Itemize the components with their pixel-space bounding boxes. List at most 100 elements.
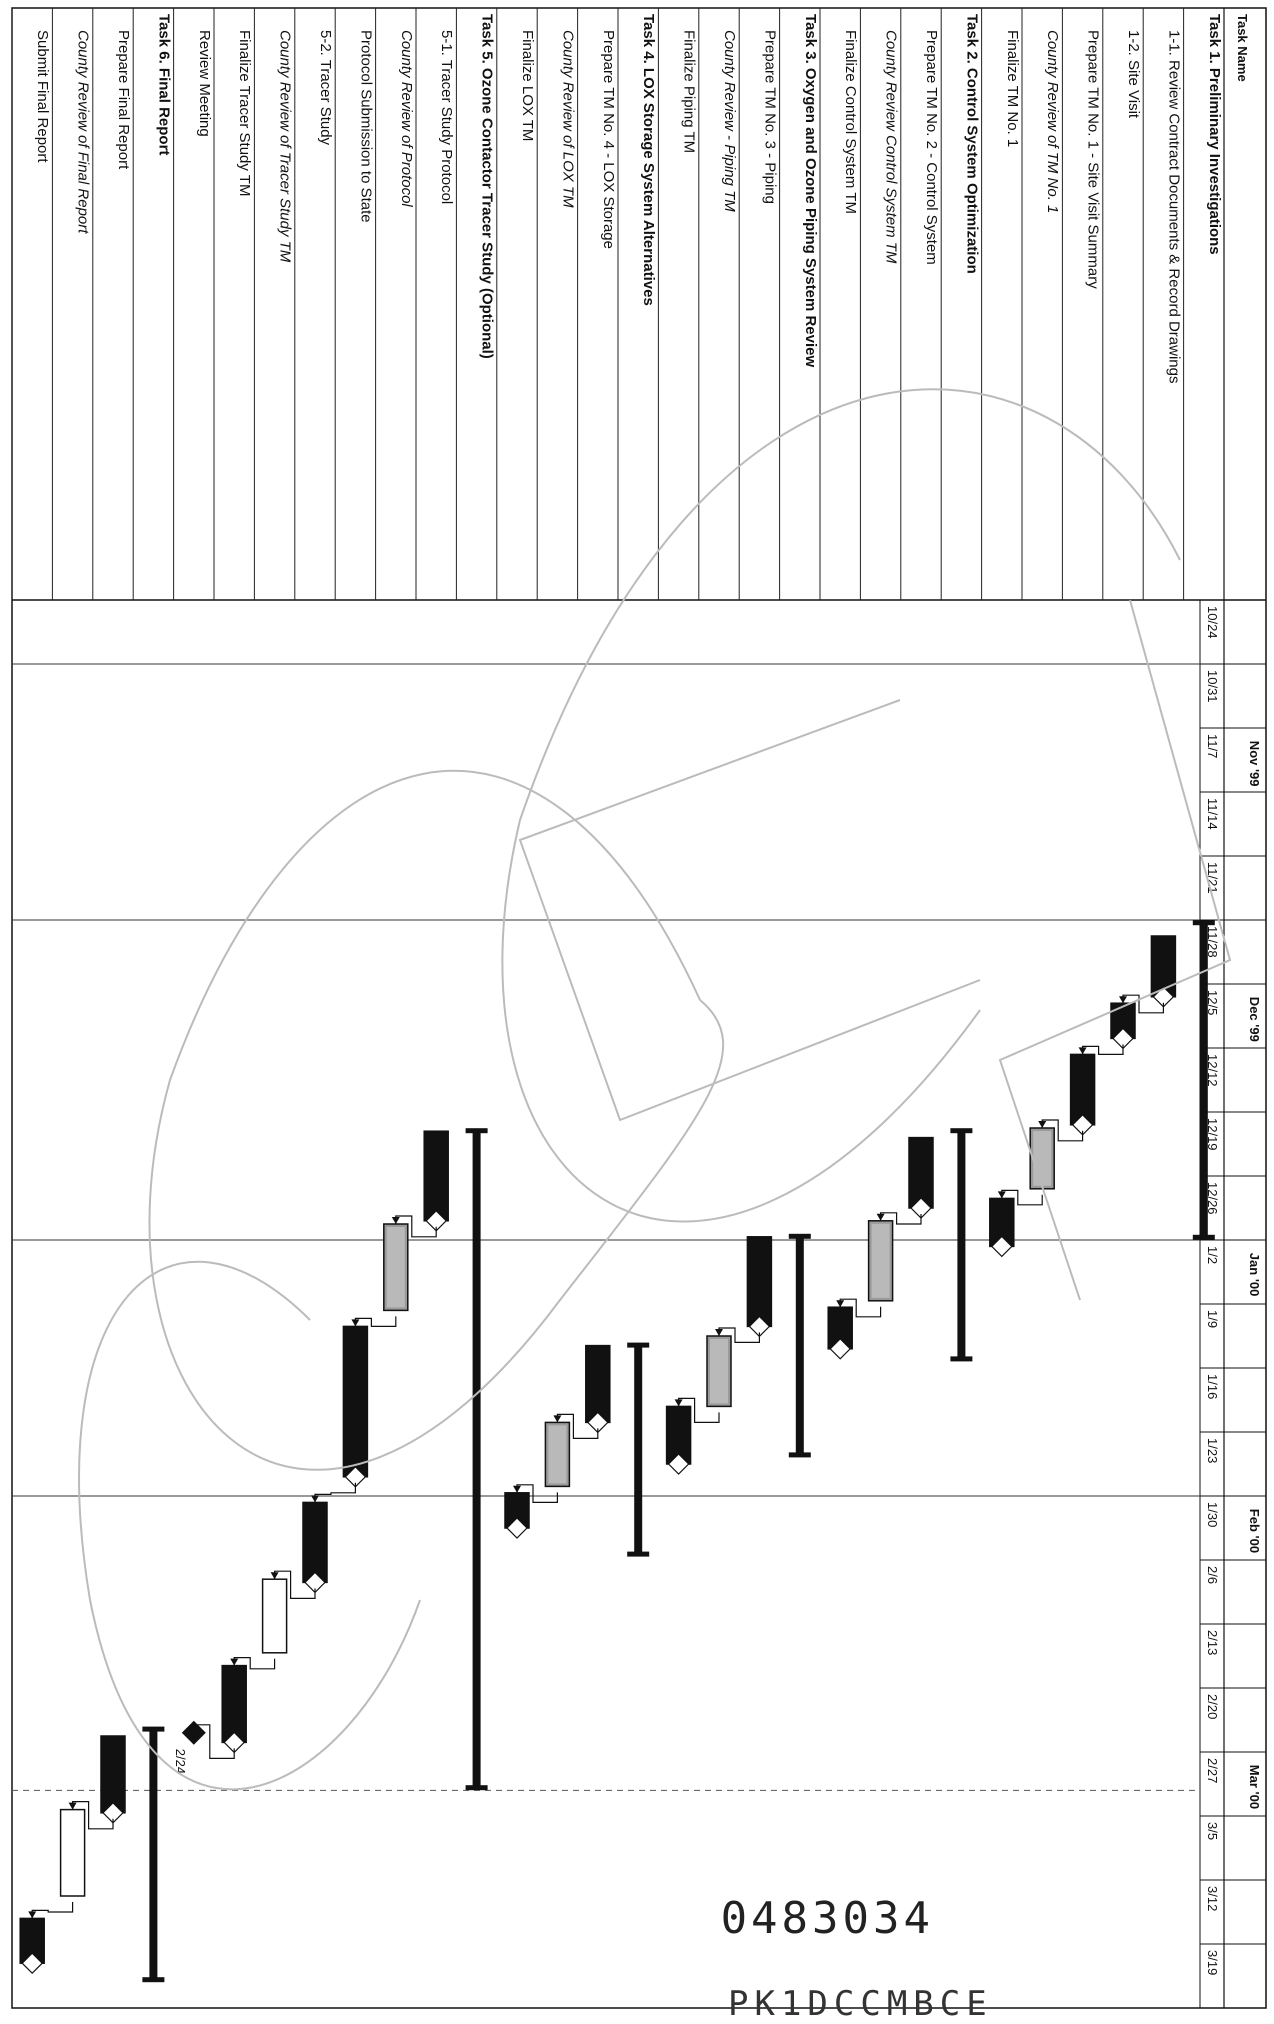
week-label: 2/13 <box>1205 1630 1220 1655</box>
summary-bar <box>957 1131 966 1359</box>
task-name: County Review - Piping TM <box>721 30 738 212</box>
week-label: 12/12 <box>1205 1054 1220 1087</box>
task-name: Prepare Final Report <box>115 30 132 170</box>
connector-arrow <box>311 1495 319 1503</box>
week-label: 1/16 <box>1205 1374 1220 1399</box>
summary-bar <box>1199 923 1208 1237</box>
task-name: County Review of Tracer Study TM <box>277 30 294 263</box>
summary-cap-end <box>788 1452 811 1458</box>
week-label: 3/12 <box>1205 1886 1220 1911</box>
task-name: Prepare TM No. 3 - Piping <box>761 30 778 204</box>
end-diamond <box>21 1952 44 1975</box>
connector-arrow <box>715 1329 723 1336</box>
summary-bar <box>149 1729 158 1980</box>
task-name: County Review of Protocol <box>398 30 415 207</box>
task-name: Submit Final Report <box>34 30 51 163</box>
week-label: 1/2 <box>1205 1246 1220 1264</box>
summary-cap-end <box>950 1356 973 1362</box>
dependency-connector <box>354 1316 397 1328</box>
copy-watermark-outline <box>998 599 1232 1301</box>
task-bar <box>746 1236 773 1328</box>
summary-bar <box>795 1236 804 1455</box>
summary-cap-end <box>1192 1234 1215 1240</box>
task-bar <box>302 1501 328 1584</box>
copy-watermark-outline <box>501 388 1181 1223</box>
connector-arrow <box>189 1725 198 1733</box>
connector-arrow <box>997 1191 1006 1199</box>
task-name: Task 5. Ozone Contactor Tracer Study (Op… <box>479 14 496 359</box>
summary-cap-start <box>1192 920 1215 926</box>
end-diamond <box>829 1337 852 1360</box>
connector-arrow <box>1078 1047 1087 1055</box>
task-bar <box>100 1735 126 1814</box>
month-label: Dec '99 <box>1247 997 1262 1042</box>
summary-cap-end <box>465 1785 488 1791</box>
connector-arrow <box>28 1911 37 1919</box>
task-name: 1-2. Site Visit <box>1125 30 1142 119</box>
dependency-connector <box>31 1902 74 1919</box>
task-name: Task 6. Final Report <box>155 14 172 155</box>
task-name: 1-1. Review Contract Documents & Record … <box>1165 30 1182 383</box>
task-name: Review Meeting <box>196 30 213 137</box>
week-label: 11/7 <box>1205 734 1220 758</box>
connector-arrow <box>230 1658 239 1666</box>
task-name: Finalize LOX TM <box>519 30 536 141</box>
task-name: County Review of LOX TM <box>559 30 576 208</box>
document-number-stamp: 0483034 <box>720 1893 934 1944</box>
connector-arrow <box>351 1319 360 1327</box>
week-label: 12/26 <box>1205 1182 1220 1215</box>
week-label: 11/28 <box>1205 926 1220 958</box>
page-code-stamp: PK1DCCMBCE <box>728 1984 993 2024</box>
week-label: 1/30 <box>1205 1502 1220 1527</box>
review-bar-texture <box>386 1227 405 1308</box>
task-name: County Review Control System TM <box>883 30 900 264</box>
task-bar <box>221 1664 247 1744</box>
task-name: Prepare TM No. 4 - LOX Storage <box>600 30 617 249</box>
connector-arrow <box>270 1572 279 1580</box>
copy-watermark-outline <box>518 699 981 1122</box>
open-bar <box>261 1578 288 1654</box>
summary-cap-start <box>950 1128 973 1134</box>
week-label: 1/23 <box>1205 1438 1220 1463</box>
week-label: 1/9 <box>1205 1310 1220 1328</box>
week-label: 2/6 <box>1205 1566 1220 1584</box>
connector-arrow <box>674 1399 683 1407</box>
summary-cap-start <box>627 1342 650 1348</box>
week-label: 12/19 <box>1205 1118 1220 1151</box>
connector-arrow <box>1038 1121 1047 1128</box>
task-name: Task 2. Control System Optimization <box>963 14 980 274</box>
month-label: Nov '99 <box>1247 741 1262 787</box>
end-diamond <box>506 1517 528 1539</box>
connector-arrow <box>876 1213 885 1221</box>
week-label: 3/5 <box>1205 1822 1220 1840</box>
task-name-header: Task Name <box>1235 14 1250 82</box>
week-label: 10/31 <box>1205 670 1220 703</box>
connector-arrow <box>553 1415 562 1423</box>
week-label: 3/19 <box>1205 1950 1220 1975</box>
task-name: Prepare TM No. 1 - Site Visit Summary <box>1085 30 1102 289</box>
task-name: Task 3. Oxygen and Ozone Piping System R… <box>802 14 819 367</box>
task-name: 5-2. Tracer Study <box>317 30 334 146</box>
month-label: Jan '00 <box>1247 1253 1262 1297</box>
task-bar <box>342 1325 369 1478</box>
copy-watermark-outline <box>78 1260 421 1791</box>
end-diamond <box>667 1453 690 1475</box>
task-name: Prepare TM No. 2 - Control System <box>923 30 940 265</box>
task-name: County Review of Final Report <box>75 30 92 234</box>
week-label: 2/20 <box>1205 1694 1220 1719</box>
task-name: Protocol Submission to State <box>357 30 374 223</box>
week-label: 12/5 <box>1205 990 1220 1015</box>
review-bar-texture <box>1033 1131 1052 1186</box>
dependency-connector <box>314 1482 356 1503</box>
task-name: Finalize Control System TM <box>842 30 859 214</box>
copy-watermark-outline <box>148 769 725 1471</box>
connector-arrow <box>513 1485 521 1493</box>
connector-arrow <box>68 1802 77 1810</box>
week-label: 10/24 <box>1205 606 1220 639</box>
week-label: 11/14 <box>1205 798 1220 830</box>
task-name: Task 4. LOX Storage System Alternatives <box>640 14 657 306</box>
review-bar-texture <box>548 1425 567 1484</box>
summary-cap-end <box>627 1551 650 1557</box>
summary-cap-start <box>465 1128 488 1134</box>
